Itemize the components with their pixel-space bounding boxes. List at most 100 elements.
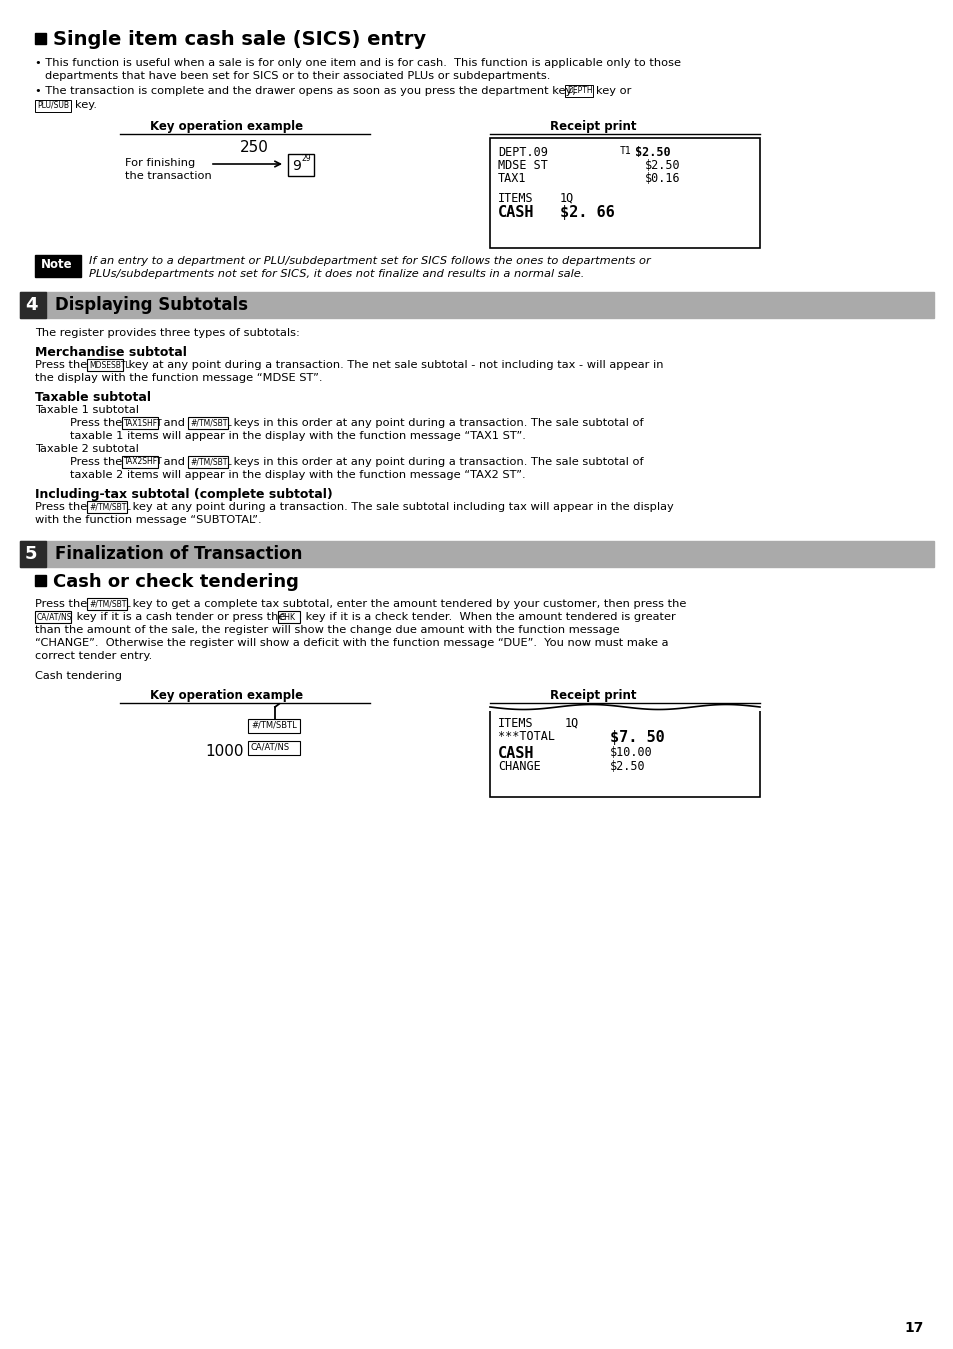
Bar: [564, 85, 593, 97]
Text: Cash tendering: Cash tendering: [35, 670, 122, 681]
Text: Taxable 1 subtotal: Taxable 1 subtotal: [35, 405, 139, 415]
Text: DEPT.09: DEPT.09: [497, 146, 547, 159]
Text: CHK: CHK: [280, 612, 295, 622]
Text: 250: 250: [240, 140, 269, 155]
Text: 1Q: 1Q: [564, 718, 578, 730]
Bar: [489, 703, 760, 711]
Text: Press the: Press the: [35, 502, 91, 513]
Text: Press the: Press the: [35, 360, 91, 370]
Text: 17: 17: [903, 1321, 923, 1336]
Text: key to get a complete tax subtotal, enter the amount tendered by your customer, : key to get a complete tax subtotal, ente…: [130, 599, 686, 608]
Bar: [20, 291, 933, 318]
Text: CA/AT/NS: CA/AT/NS: [251, 743, 290, 751]
Text: Note: Note: [41, 258, 72, 271]
Text: Displaying Subtotals: Displaying Subtotals: [55, 295, 248, 314]
Text: $10.00: $10.00: [609, 746, 652, 759]
Text: keys in this order at any point during a transaction. The sale subtotal of: keys in this order at any point during a…: [231, 457, 643, 467]
Text: Press the: Press the: [70, 418, 126, 428]
Text: #/TM/SBTL: #/TM/SBTL: [190, 457, 232, 467]
Text: the transaction: the transaction: [125, 171, 212, 181]
Text: and: and: [160, 418, 189, 428]
Text: key or: key or: [596, 86, 631, 96]
Text: Press the: Press the: [35, 599, 91, 608]
Text: #/TM/SBTL: #/TM/SBTL: [251, 720, 296, 730]
Bar: [490, 707, 760, 797]
Text: TAX2SHFT: TAX2SHFT: [124, 457, 162, 467]
Text: $2. 66: $2. 66: [559, 205, 614, 220]
Bar: [35, 100, 71, 112]
Text: Key operation example: Key operation example: [150, 689, 303, 701]
Bar: [122, 417, 158, 429]
Text: Receipt print: Receipt print: [550, 120, 636, 134]
Text: 5: 5: [25, 545, 37, 563]
Text: DEPTH: DEPTH: [566, 86, 592, 94]
Text: with the function message “SUBTOTAL”.: with the function message “SUBTOTAL”.: [35, 515, 261, 525]
Text: $2.50: $2.50: [609, 759, 645, 773]
Text: CASH: CASH: [497, 205, 534, 220]
Text: #/TM/SBTL: #/TM/SBTL: [89, 502, 131, 511]
Text: TAX1SHFT: TAX1SHFT: [124, 418, 162, 428]
Text: Taxable 2 subtotal: Taxable 2 subtotal: [35, 444, 139, 455]
Bar: [490, 138, 760, 248]
Text: Press the: Press the: [70, 457, 126, 467]
Text: #/TM/SBTL: #/TM/SBTL: [190, 418, 232, 428]
Text: • The transaction is complete and the drawer opens as soon as you press the depa: • The transaction is complete and the dr…: [35, 86, 576, 96]
Text: $2.50: $2.50: [635, 146, 670, 159]
Text: • This function is useful when a sale is for only one item and is for cash.  Thi: • This function is useful when a sale is…: [35, 58, 680, 67]
Bar: [248, 719, 299, 733]
Text: 29: 29: [302, 154, 312, 163]
Text: Cash or check tendering: Cash or check tendering: [53, 573, 298, 591]
Text: TAX1: TAX1: [497, 173, 526, 185]
Bar: [20, 541, 933, 567]
Text: $2.50: $2.50: [644, 159, 679, 173]
Text: correct tender entry.: correct tender entry.: [35, 652, 152, 661]
Bar: [122, 456, 158, 468]
Bar: [188, 417, 229, 429]
Text: $0.16: $0.16: [644, 173, 679, 185]
Text: For finishing: For finishing: [125, 158, 195, 169]
Text: If an entry to a department or PLU/subdepartment set for SICS follows the ones t: If an entry to a department or PLU/subde…: [89, 256, 650, 266]
Text: Key operation example: Key operation example: [150, 120, 303, 134]
Text: key if it is a cash tender or press the: key if it is a cash tender or press the: [73, 612, 289, 622]
Text: key at any point during a transaction. The sale subtotal including tax will appe: key at any point during a transaction. T…: [130, 502, 674, 513]
Text: ITEMS: ITEMS: [497, 718, 533, 730]
Bar: [277, 611, 299, 623]
Text: keys in this order at any point during a transaction. The sale subtotal of: keys in this order at any point during a…: [231, 418, 643, 428]
Text: CASH: CASH: [497, 746, 534, 761]
Text: PLU/SUB: PLU/SUB: [37, 101, 69, 111]
Bar: [87, 598, 128, 610]
Text: T1: T1: [619, 146, 631, 156]
Text: 4: 4: [25, 295, 37, 314]
Bar: [288, 154, 314, 175]
Bar: [87, 500, 128, 513]
Bar: [35, 255, 81, 277]
Text: Including-tax subtotal (complete subtotal): Including-tax subtotal (complete subtota…: [35, 488, 333, 500]
Text: key if it is a check tender.  When the amount tendered is greater: key if it is a check tender. When the am…: [302, 612, 675, 622]
Text: Taxable subtotal: Taxable subtotal: [35, 391, 151, 403]
Bar: [35, 611, 71, 623]
Text: key.: key.: [75, 100, 97, 111]
Text: Finalization of Transaction: Finalization of Transaction: [55, 545, 302, 563]
Text: $7. 50: $7. 50: [609, 730, 664, 745]
Bar: [20, 291, 46, 318]
Bar: [87, 359, 123, 371]
Text: taxable 2 items will appear in the display with the function message “TAX2 ST”.: taxable 2 items will appear in the displ…: [70, 469, 525, 480]
Bar: [248, 741, 299, 755]
Text: CA/AT/NS: CA/AT/NS: [37, 612, 72, 622]
Text: Merchandise subtotal: Merchandise subtotal: [35, 345, 187, 359]
Text: the display with the function message “MDSE ST”.: the display with the function message “M…: [35, 374, 322, 383]
Bar: [35, 32, 46, 45]
Bar: [20, 541, 46, 567]
Text: The register provides three types of subtotals:: The register provides three types of sub…: [35, 328, 299, 339]
Bar: [35, 575, 46, 585]
Text: 1Q: 1Q: [559, 192, 574, 205]
Text: 9: 9: [292, 159, 300, 173]
Text: ITEMS: ITEMS: [497, 192, 533, 205]
Text: ***TOTAL: ***TOTAL: [497, 730, 555, 743]
Text: CHANGE: CHANGE: [497, 759, 540, 773]
Text: PLUs/subdepartments not set for SICS, it does not finalize and results in a norm: PLUs/subdepartments not set for SICS, it…: [89, 268, 584, 279]
Text: 1000: 1000: [205, 745, 243, 759]
Text: Receipt print: Receipt print: [550, 689, 636, 701]
Bar: [188, 456, 229, 468]
Text: Single item cash sale (SICS) entry: Single item cash sale (SICS) entry: [53, 30, 426, 49]
